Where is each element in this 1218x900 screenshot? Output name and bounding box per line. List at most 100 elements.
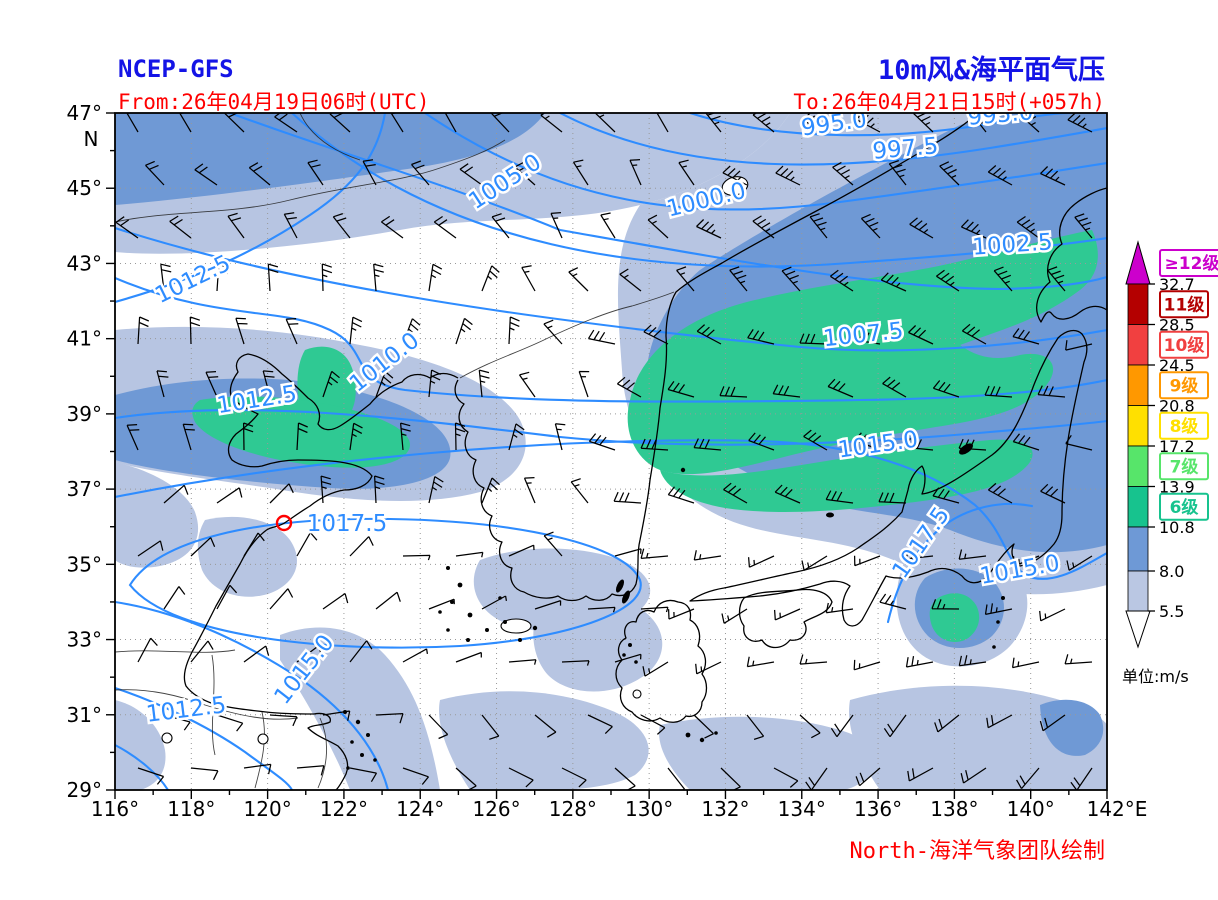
wind-barb (643, 324, 669, 345)
wind-barb (752, 215, 775, 239)
lat-label: 39° (67, 402, 102, 426)
wind-barb (205, 370, 219, 398)
wind-barb (805, 767, 828, 790)
wind-barb (587, 606, 616, 613)
wind-barb (189, 316, 201, 345)
wind-barb (508, 544, 535, 557)
wind-shading-green (192, 230, 1098, 643)
lon-label: 132° (701, 797, 749, 821)
wind-barb (882, 376, 907, 398)
wind-barb (521, 265, 536, 292)
wind-barb (746, 656, 775, 668)
wind-barb (543, 531, 563, 557)
isobar-label: 1017.5 (307, 511, 387, 537)
lon-label: 116° (91, 797, 139, 821)
wind-barb (640, 548, 669, 560)
wind-barb (190, 537, 216, 557)
wind-barb (455, 317, 473, 345)
wind-barb (667, 486, 695, 504)
wind-barb (958, 549, 987, 560)
legend-segment (1127, 526, 1149, 572)
wind-barb (853, 555, 881, 567)
wind-barb (262, 370, 275, 398)
legend-tick-label: 5.5 (1159, 602, 1184, 621)
wind-barb (137, 637, 158, 663)
lon-label: 142°E (1087, 797, 1148, 821)
wind-barb (1016, 767, 1040, 790)
isobar-corner-sw (115, 743, 170, 790)
legend-unit-label: 单位:m/s (1122, 667, 1189, 686)
legend-tick-label: 17.2 (1159, 437, 1195, 456)
lon-label: 122° (320, 797, 368, 821)
coast-hokkaido (1036, 187, 1107, 323)
wind-barb (322, 370, 340, 398)
wind-barb (1016, 215, 1040, 239)
wind-barb (182, 423, 195, 451)
wind-barb (1012, 328, 1040, 345)
legend-top-arrow (1125, 240, 1151, 285)
lon-label: 128° (549, 797, 597, 821)
wind-barb (614, 653, 642, 663)
coast-kyushu (615, 599, 708, 723)
wind-barb (1012, 433, 1040, 451)
wind-barb (1065, 434, 1093, 451)
wind-barb (1040, 483, 1066, 504)
isobar-1015-sw (115, 600, 390, 790)
wind-barb (913, 113, 934, 133)
legend-segment (1127, 324, 1149, 366)
wind-barb (984, 385, 1013, 398)
legend-segment (1127, 486, 1149, 528)
wind-barb (411, 160, 430, 186)
wind-barb (508, 423, 525, 451)
wind-barb (332, 213, 351, 239)
wind-barb (163, 484, 189, 504)
wind-level-legend: 32.7 28.5 24.5 20.8 17.2 13.9 10.8 8.0 5.5 ≥12级 11… (1122, 240, 1218, 686)
isobar-1017p5-high (128, 517, 642, 649)
wind-barb (296, 645, 323, 663)
wind-barb (616, 376, 642, 398)
wind-barb (375, 371, 394, 398)
coast-honshu (689, 329, 1088, 627)
product-title: 10m风&海平面气压 (877, 55, 1105, 86)
wind-barb (156, 370, 169, 398)
wind-barb (534, 600, 562, 610)
legend-level-label: ≥12级 (1165, 253, 1218, 274)
wind-barb (993, 266, 1013, 292)
legend-level-label: 10级 (1164, 335, 1205, 356)
wind-barb (402, 648, 429, 663)
wind-barb (243, 645, 270, 663)
wind-barb (773, 608, 801, 621)
wind-barb (137, 540, 164, 557)
wind-barb (729, 266, 748, 292)
wind-barb (825, 602, 854, 614)
credit-line: North-海洋气象团队绘制 (849, 839, 1105, 864)
legend-level-box (1159, 330, 1209, 359)
wind-barb (696, 324, 722, 345)
legend-segment (1127, 570, 1149, 612)
wind-barb (720, 767, 741, 790)
wind-barb (958, 655, 987, 667)
wind-barb (523, 476, 536, 504)
wind-barb (163, 586, 186, 610)
wind-barb (883, 714, 907, 738)
valid-to-time: To:26年04月21日15时(+057h) (793, 90, 1105, 114)
coast-china (183, 353, 459, 790)
wind-barb (190, 640, 214, 663)
wind-barb (399, 422, 411, 451)
wind-barb (1040, 166, 1066, 186)
wind-barb (137, 767, 165, 785)
wind-barb (216, 487, 243, 504)
legend-tick-label: 20.8 (1159, 397, 1195, 416)
wind-barb (987, 482, 1013, 504)
legend-level-box (1159, 452, 1209, 481)
wind-barb (676, 266, 695, 292)
wind-barb (572, 159, 589, 186)
inland-borders (115, 113, 749, 789)
wind-barb (1018, 113, 1040, 133)
isobar-995 (688, 113, 1072, 137)
lon-label: 124° (396, 797, 444, 821)
wind-barb (879, 593, 907, 610)
wind-barb (455, 551, 484, 558)
wind-barb (909, 217, 934, 239)
